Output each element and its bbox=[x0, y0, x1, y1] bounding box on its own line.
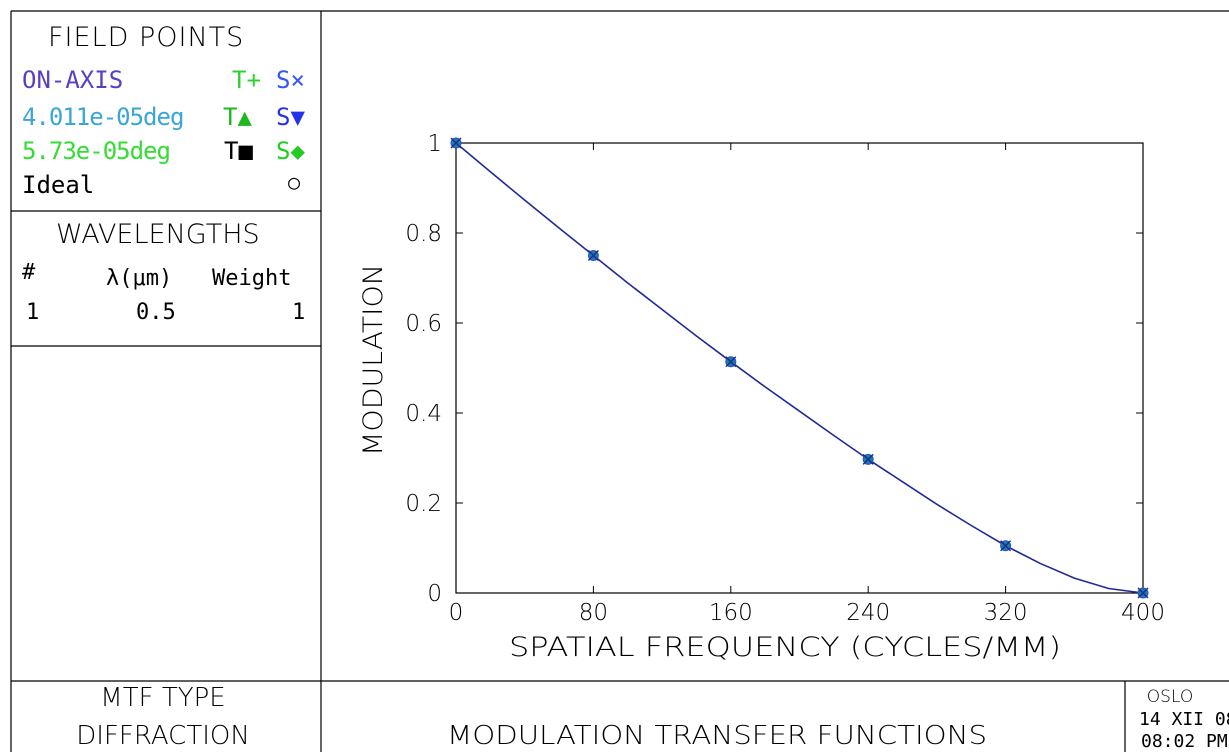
mtf-data-point bbox=[725, 356, 737, 368]
wavelengths-title: WAVELENGTHS bbox=[56, 219, 260, 250]
y-tick-label: 0 bbox=[427, 581, 442, 607]
tick-marks bbox=[455, 142, 1144, 594]
field-points-title: FIELD POINTS bbox=[48, 22, 245, 53]
x-axis-label: SPATIAL FREQUENCY (CYCLES/MM) bbox=[509, 632, 1061, 663]
tick-labels: 0 80 160 240 320 400 0 0.2 0.4 0.6 0.8 1 bbox=[405, 131, 1165, 626]
data-point-cross bbox=[1000, 540, 1012, 552]
field-row-ideal-name: Ideal bbox=[22, 171, 95, 199]
field-row-on-axis-t-marker: T+ bbox=[232, 66, 261, 94]
y-tick-label: 0.6 bbox=[405, 311, 442, 337]
field-row-573-s-marker: S◆ bbox=[276, 137, 305, 165]
mtf-data-point bbox=[450, 137, 462, 149]
field-row-573-t-marker: T■ bbox=[224, 137, 253, 165]
field-row-4011-s-marker: S▼ bbox=[276, 103, 305, 131]
wavelengths-header-weight: Weight bbox=[212, 266, 292, 291]
mtf-type-title: MTF TYPE bbox=[100, 683, 225, 713]
x-tick-label: 80 bbox=[579, 600, 608, 626]
data-point-cross bbox=[1137, 587, 1149, 599]
field-row-573-name: 5.73e-05deg bbox=[22, 137, 171, 165]
y-tick-label: 0.2 bbox=[405, 491, 442, 517]
plot-area bbox=[455, 142, 1144, 594]
field-row-on-axis-s-marker: S× bbox=[276, 66, 305, 94]
data-point-cross bbox=[587, 250, 599, 261]
x-tick-label: 320 bbox=[984, 600, 1028, 626]
x-tick-label: 160 bbox=[709, 600, 753, 626]
field-row-4011-t-marker: T▲ bbox=[223, 103, 252, 131]
wavelengths-header-lambda: λ(μm) bbox=[106, 266, 173, 291]
data-point-cross bbox=[450, 137, 462, 149]
y-tick-label: 1 bbox=[427, 131, 442, 157]
x-tick-label: 240 bbox=[846, 600, 890, 626]
data-point-cross bbox=[862, 453, 874, 465]
wavelengths-row-num: 1 bbox=[26, 300, 40, 325]
x-tick-label: 400 bbox=[1121, 600, 1165, 626]
mtf-data-point bbox=[862, 453, 874, 465]
mtf-series bbox=[450, 137, 1149, 599]
field-row-on-axis-name: ON-AXIS bbox=[22, 66, 124, 94]
data-point-cross bbox=[725, 356, 737, 368]
mtf-data-point bbox=[1000, 540, 1012, 552]
y-tick-label: 0.4 bbox=[405, 401, 442, 427]
mtf-data-point bbox=[1137, 587, 1149, 599]
footer-date: 14 XII 08 bbox=[1139, 709, 1229, 730]
wavelengths-row-weight: 1 bbox=[292, 300, 306, 325]
mtf-data-point bbox=[587, 250, 599, 261]
x-tick-label: 0 bbox=[449, 600, 464, 626]
field-row-4011-name: 4.011e-05deg bbox=[22, 103, 184, 131]
wavelengths-header-num: # bbox=[22, 260, 36, 285]
field-row-ideal-marker: ○ bbox=[288, 170, 301, 194]
y-axis-label: MODULATION bbox=[358, 264, 389, 456]
footer-program: OSLO bbox=[1147, 687, 1193, 707]
wavelengths-row-lambda: 0.5 bbox=[136, 300, 176, 325]
mtf-type-value: DIFFRACTION bbox=[76, 721, 250, 751]
footer-time: 08:02 PM bbox=[1141, 731, 1228, 752]
mtf-curve-line bbox=[455, 142, 1144, 594]
y-tick-label: 0.8 bbox=[405, 221, 442, 247]
footer-title: MODULATION TRANSFER FUNCTIONS bbox=[447, 721, 987, 751]
